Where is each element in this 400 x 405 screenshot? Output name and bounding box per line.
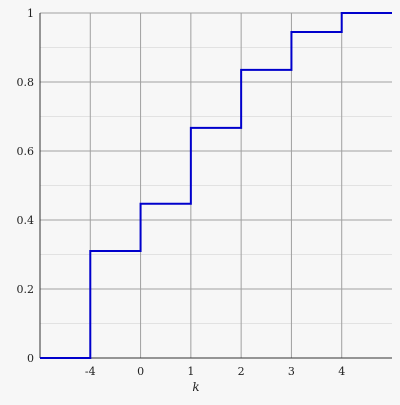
x-tick-label: -4 bbox=[85, 365, 96, 378]
y-tick-label: 1 bbox=[27, 7, 34, 20]
y-tick-label: 0.6 bbox=[17, 145, 35, 158]
x-axis-label: k bbox=[192, 380, 199, 394]
x-tick-label: 0 bbox=[137, 365, 144, 378]
y-tick-label: 0.2 bbox=[17, 283, 35, 296]
labels: k 0 0.2 0.4 0.6 0.8 1 -4 0 1 2 3 4 bbox=[17, 7, 346, 394]
x-tick-label: 4 bbox=[338, 365, 345, 378]
axes bbox=[39, 13, 392, 359]
x-tick-label: 3 bbox=[288, 365, 295, 378]
series-line bbox=[40, 12, 392, 359]
y-tick-label: 0.4 bbox=[17, 214, 35, 227]
x-tick-label: 2 bbox=[238, 365, 245, 378]
x-tick-label: 1 bbox=[187, 365, 194, 378]
minor-grid bbox=[40, 47, 392, 324]
y-tick-label: 0 bbox=[27, 352, 34, 365]
y-tick-label: 0.8 bbox=[17, 76, 35, 89]
series-layer bbox=[40, 12, 392, 359]
